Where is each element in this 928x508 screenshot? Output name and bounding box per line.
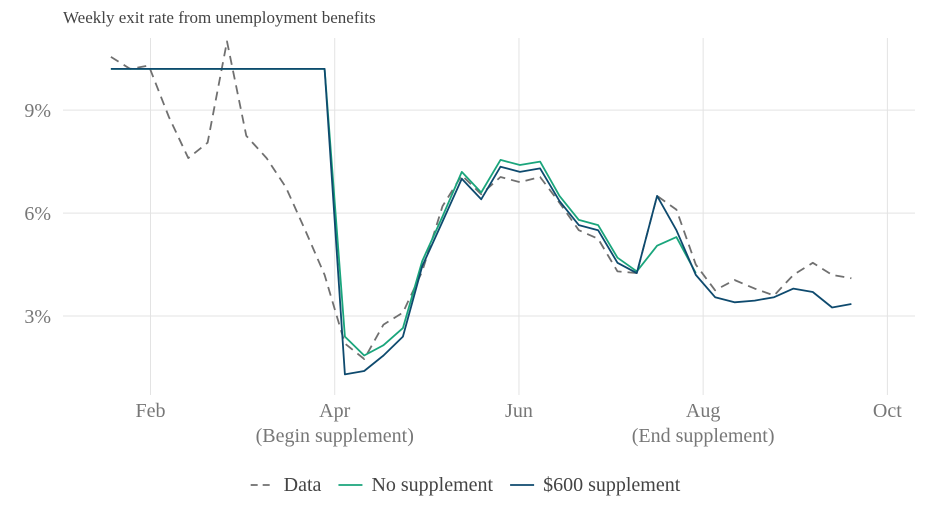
series-lines — [110, 40, 852, 376]
chart-title: Weekly exit rate from unemployment benef… — [63, 8, 376, 27]
y-tick-label: 9% — [24, 100, 51, 122]
series-line-no-supplement — [110, 68, 697, 357]
x-tick-sublabel: (End supplement) — [632, 425, 775, 447]
legend-label: No supplement — [371, 474, 493, 496]
series-line-data — [110, 40, 852, 360]
x-tick-sublabel: (Begin supplement) — [256, 425, 414, 447]
series-line--600-supplement — [110, 68, 852, 376]
x-tick-label: Feb — [136, 400, 166, 422]
x-tick-label: Aug — [686, 400, 720, 422]
y-axis-ticks: 3% 6% 9% — [24, 100, 51, 328]
grid — [63, 38, 915, 395]
x-tick-label: Oct — [873, 400, 902, 422]
x-tick-label: Jun — [505, 400, 533, 422]
y-tick-label: 3% — [24, 306, 51, 328]
legend-label: Data — [284, 474, 322, 496]
x-tick-label: Apr — [319, 400, 350, 422]
x-axis-ticks: Feb Apr (Begin supplement) Jun Aug (End suppl… — [136, 400, 903, 447]
y-tick-label: 6% — [24, 203, 51, 225]
legend: Data No supplement $600 supplement — [250, 474, 681, 496]
legend-label: $600 supplement — [543, 474, 681, 496]
